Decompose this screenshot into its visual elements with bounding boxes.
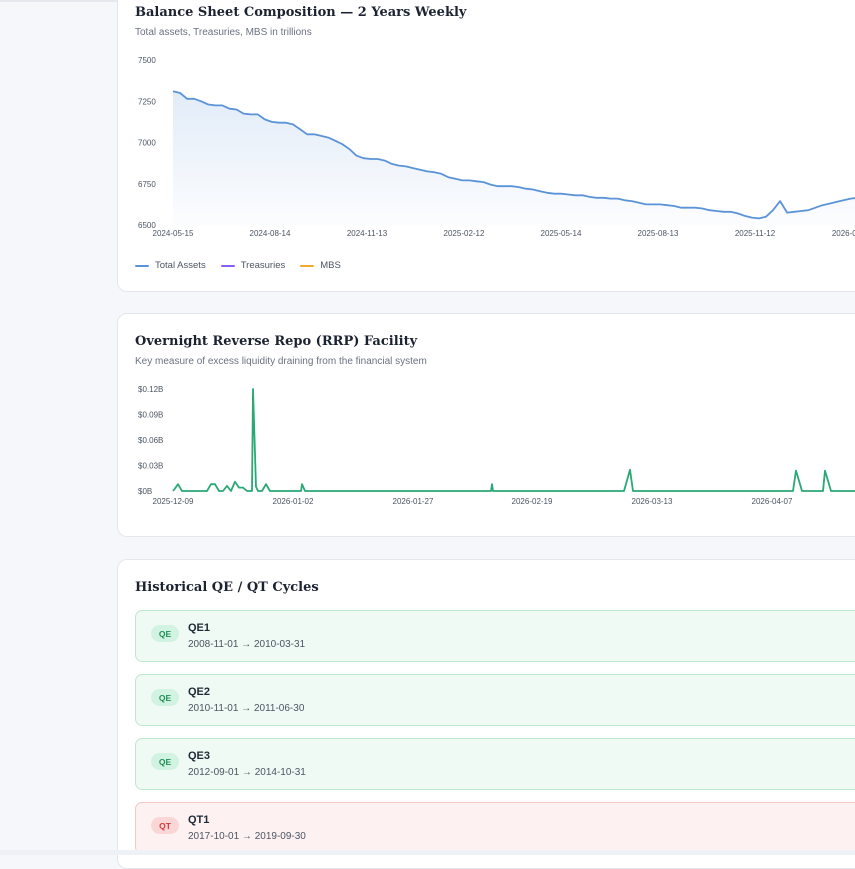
cycle-type-badge: QT — [151, 817, 179, 834]
bottom-divider — [0, 850, 855, 855]
legend-swatch-mbs — [300, 264, 315, 267]
cycle-name: QE1 — [188, 622, 211, 634]
cycle-item[interactable]: QE QE1 2008-11-01 → 2010-03-31 — [135, 610, 855, 662]
cycle-item[interactable]: QT QT1 2017-10-01 → 2019-09-30 — [135, 802, 855, 854]
rrp-line — [172, 388, 855, 492]
cycle-dates: 2010-11-01 → 2011-06-30 — [188, 703, 305, 714]
cycle-type-badge: QE — [151, 689, 179, 706]
bs-y-tick: 7000 — [138, 139, 156, 148]
bs-y-tick: 6500 — [138, 221, 156, 230]
rrp-y-tick: $0.03B — [138, 462, 163, 471]
rrp-x-tick: 2025-12-09 — [153, 497, 194, 506]
rrp-x-tick: 2026-01-27 — [393, 497, 434, 506]
rrp-title: Overnight Reverse Repo (RRP) Facility — [135, 334, 418, 349]
balance-sheet-card: Balance Sheet Composition — 2 Years Week… — [117, 0, 855, 292]
balance-sheet-title: Balance Sheet Composition — 2 Years Week… — [135, 5, 467, 20]
cycle-name: QT1 — [188, 814, 210, 826]
rrp-y-tick: $0.12B — [138, 385, 163, 394]
legend-treasuries[interactable]: Treasuries — [220, 260, 286, 271]
legend-total-assets[interactable]: Total Assets — [135, 260, 206, 271]
rrp-card: Overnight Reverse Repo (RRP) Facility Ke… — [117, 313, 855, 537]
legend-label-mbs: MBS — [320, 260, 341, 271]
cycles-card: Historical QE / QT Cycles QE QE1 2008-11-0… — [117, 559, 855, 869]
legend-label-treasuries: Treasuries — [240, 260, 286, 271]
legend-swatch-treasuries — [220, 264, 235, 267]
cycle-type-badge: QE — [151, 753, 179, 770]
bs-y-tick: 6750 — [138, 180, 156, 189]
rrp-y-tick: $0.06B — [138, 436, 163, 445]
bs-x-tick: 2024-05-15 — [153, 229, 194, 238]
rrp-x-tick: 2026-01-02 — [273, 497, 314, 506]
cycle-name: QE2 — [188, 686, 211, 698]
bs-x-tick: 2025-02-12 — [444, 229, 485, 238]
cycle-item[interactable]: QE QE2 2010-11-01 → 2011-06-30 — [135, 674, 855, 726]
cycle-dates: 2008-11-01 → 2010-03-31 — [188, 639, 306, 650]
bs-y-tick: 7500 — [138, 56, 156, 65]
legend-label-total-assets: Total Assets — [155, 260, 206, 271]
bs-y-tick: 7250 — [138, 97, 156, 106]
bs-x-tick: 2025-08-13 — [638, 229, 679, 238]
rrp-x-tick: 2026-02-19 — [512, 497, 553, 506]
cycle-item[interactable]: QE QE3 2012-09-01 → 2014-10-31 — [135, 738, 855, 790]
total-assets-line — [172, 90, 855, 220]
bs-x-tick: 2024-11-13 — [347, 229, 388, 238]
rrp-subtitle: Key measure of excess liquidity draining… — [135, 356, 427, 367]
bs-x-tick: 2025-05-14 — [541, 229, 582, 238]
legend-mbs[interactable]: MBS — [300, 260, 341, 271]
rrp-x-tick: 2026-04-07 — [752, 497, 793, 506]
legend-swatch-total-assets — [135, 264, 149, 267]
bs-x-tick: 2024-08-14 — [250, 229, 291, 238]
rrp-y-tick: $0B — [138, 487, 152, 496]
cycle-dates: 2017-10-01 → 2019-09-30 — [188, 831, 306, 842]
cycle-name: QE3 — [188, 750, 211, 762]
balance-sheet-subtitle: Total assets, Treasuries, MBS in trillio… — [135, 27, 312, 38]
total-assets-area — [173, 91, 855, 225]
cycle-dates: 2012-09-01 → 2014-10-31 — [188, 767, 306, 778]
rrp-x-tick: 2026-03-13 — [632, 497, 673, 506]
rrp-y-tick: $0.09B — [138, 411, 163, 420]
cycle-type-badge: QE — [151, 625, 179, 642]
bs-x-tick: 2025-11-12 — [735, 229, 776, 238]
cycles-title: Historical QE / QT Cycles — [135, 580, 319, 595]
balance-sheet-legend: Total Assets Treasuries MBS — [135, 260, 341, 271]
bs-x-tick: 2026-02-11 — [832, 229, 855, 238]
